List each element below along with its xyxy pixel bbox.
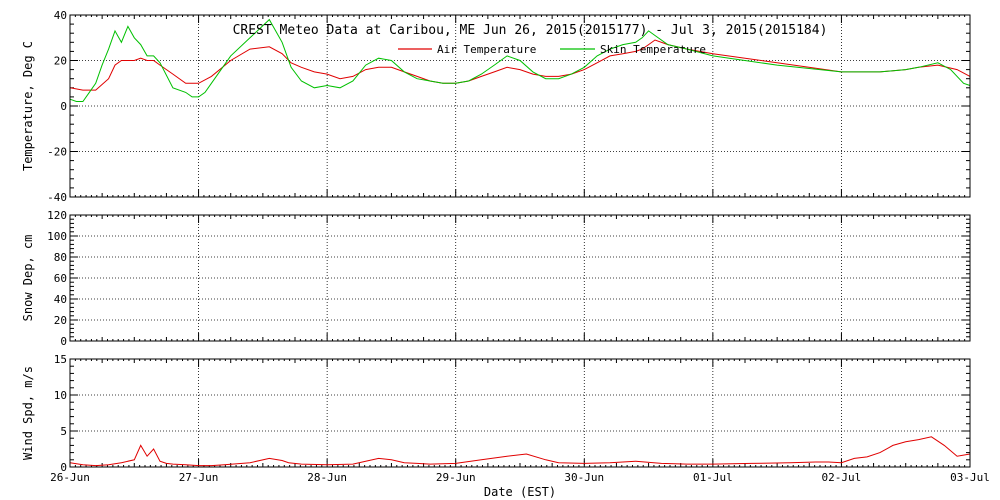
series-line-2-0 bbox=[69, 436, 971, 467]
x-tick-label: 03-Jul bbox=[950, 471, 990, 484]
x-tick-label: 28-Jun bbox=[307, 471, 347, 484]
y-axis-label: Temperature, Deg C bbox=[21, 41, 35, 171]
y-tick-label: 100 bbox=[47, 230, 67, 243]
chart-title: CREST Meteo Data at Caribou, ME Jun 26, … bbox=[233, 23, 828, 38]
y-tick-label: 0 bbox=[60, 335, 67, 348]
y-tick-label: 20 bbox=[54, 314, 67, 327]
y-tick-label: 40 bbox=[54, 9, 67, 22]
series-line-0-0 bbox=[69, 39, 971, 91]
y-tick-label: 0 bbox=[60, 100, 67, 113]
legend-label: Skin Temperature bbox=[600, 43, 706, 56]
series-line-0-1 bbox=[69, 18, 971, 102]
legend-label: Air Temperature bbox=[437, 43, 536, 56]
y-tick-label: -20 bbox=[47, 146, 67, 159]
x-tick-label: 26-Jun bbox=[50, 471, 90, 484]
y-tick-label: 40 bbox=[54, 293, 67, 306]
y-tick-label: 10 bbox=[54, 389, 67, 402]
y-tick-label: 5 bbox=[60, 425, 67, 438]
panel-frame bbox=[69, 14, 971, 198]
x-tick-label: 29-Jun bbox=[436, 471, 476, 484]
x-tick-label: 30-Jun bbox=[564, 471, 604, 484]
y-tick-label: 20 bbox=[54, 55, 67, 68]
y-tick-label: 15 bbox=[54, 353, 67, 366]
y-tick-label: 0 bbox=[60, 461, 67, 474]
x-tick-label: 01-Jul bbox=[693, 471, 733, 484]
panel-frame bbox=[69, 358, 971, 468]
y-axis-label: Wind Spd, m/s bbox=[21, 366, 35, 460]
y-tick-label: 60 bbox=[54, 272, 67, 285]
x-tick-label: 27-Jun bbox=[179, 471, 219, 484]
y-axis-label: Snow Dep, cm bbox=[21, 235, 35, 322]
x-axis-label: Date (EST) bbox=[484, 485, 556, 499]
panel-frame bbox=[69, 214, 971, 342]
y-tick-label: 120 bbox=[47, 209, 67, 222]
y-tick-label: -40 bbox=[47, 191, 67, 204]
wind-speed-panel: 15 10 5 0 Wind Spd, m/s 26-Jun 27-Jun 28-Jun 29-… bbox=[21, 353, 990, 484]
temperature-panel: 40 20 0 -20 -40 Temperature, Deg C bbox=[21, 9, 971, 204]
legend: Air Temperature Skin Temperature bbox=[398, 43, 706, 56]
y-tick-label: 80 bbox=[54, 251, 67, 264]
x-tick-label: 02-Jul bbox=[822, 471, 862, 484]
snow-depth-panel: 120 100 80 60 40 20 0 Snow Dep, cm bbox=[21, 209, 971, 348]
